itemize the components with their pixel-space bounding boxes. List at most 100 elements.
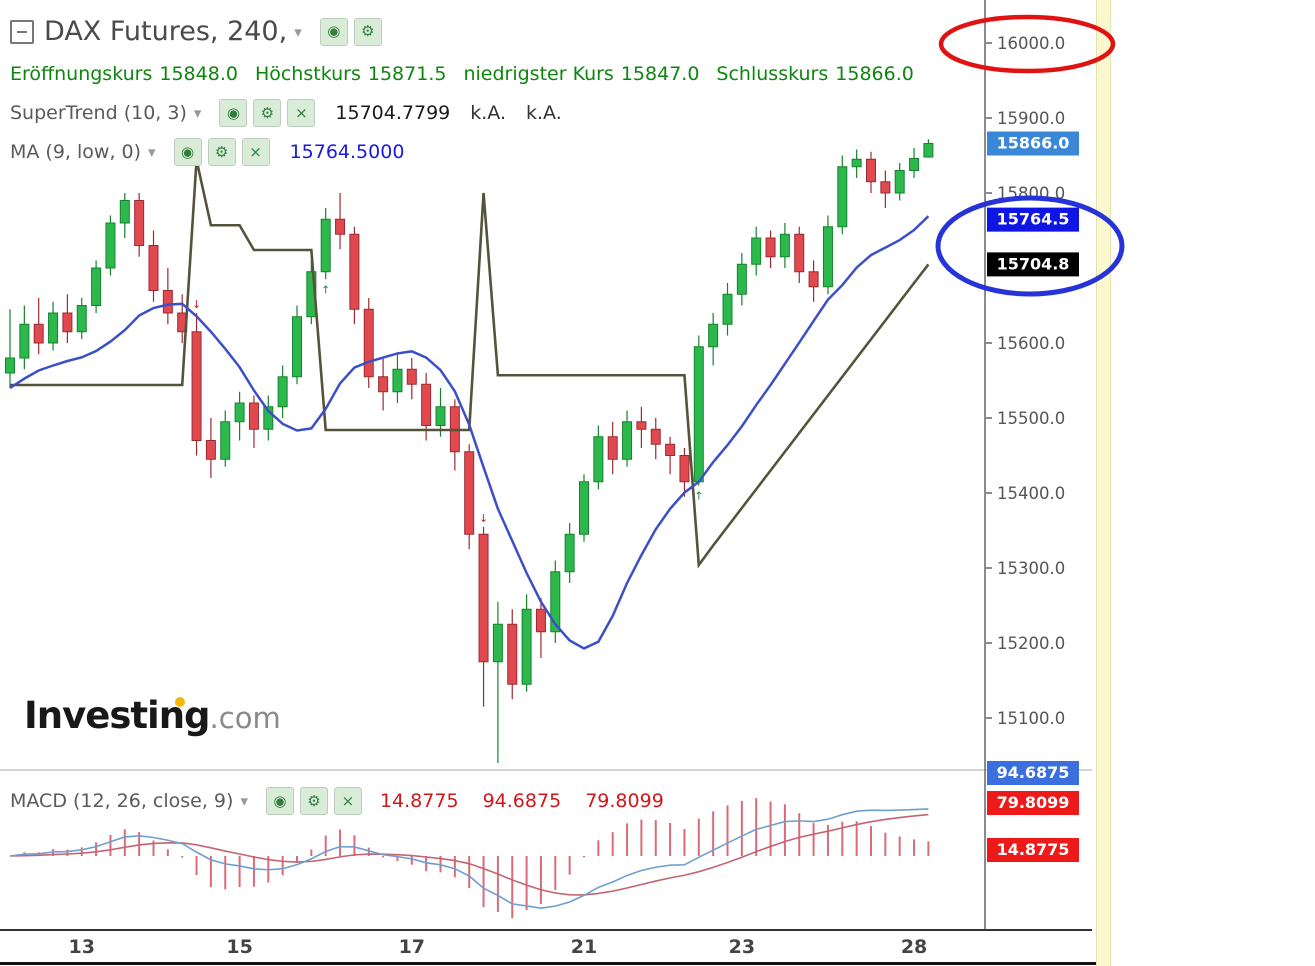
close-label: Schlusskurs (716, 63, 829, 85)
chevron-down-icon[interactable]: ▾ (294, 22, 302, 41)
candle (478, 533, 489, 663)
candle (320, 218, 331, 273)
settings-icon[interactable]: ⚙ (253, 99, 282, 127)
time-axis-label: 13 (69, 936, 95, 958)
candle (492, 623, 503, 663)
candle (134, 200, 145, 246)
candle (535, 608, 546, 633)
candle (622, 421, 633, 460)
macd-name[interactable]: MACD (12, 26, close, 9) (10, 790, 234, 812)
macd-signal-value: 79.8099 (585, 790, 664, 812)
visibility-icon[interactable]: ◉ (219, 99, 248, 127)
candle (119, 200, 130, 224)
candle (550, 571, 561, 633)
candle (894, 170, 905, 194)
macd-badge-text: 14.8775 (997, 840, 1070, 859)
low-label: niedrigster Kurs (463, 63, 614, 85)
ma-name[interactable]: MA (9, low, 0) (10, 141, 142, 163)
time-axis-label: 23 (729, 936, 755, 958)
candle (521, 608, 532, 685)
ma-value: 15764.5000 (289, 141, 405, 163)
ma-line (9, 215, 930, 650)
candle (378, 376, 389, 393)
visibility-icon[interactable]: ◉ (319, 17, 348, 46)
visibility-icon[interactable]: ◉ (173, 138, 202, 166)
candle (650, 428, 661, 445)
settings-icon[interactable]: ⚙ (207, 138, 236, 166)
candle (363, 308, 374, 378)
candle (205, 440, 216, 460)
candle (76, 305, 87, 333)
watermark-tld: .com (209, 701, 281, 735)
ohlc-legend: Eröffnungskurs 15848.0 Höchstkurs 15871.… (10, 63, 931, 85)
candle (464, 451, 475, 535)
candle (693, 346, 704, 483)
candle (708, 323, 719, 348)
candle (349, 233, 360, 310)
visibility-icon[interactable]: ◉ (265, 787, 294, 815)
candle (909, 158, 920, 171)
candle (48, 312, 59, 344)
price-axis-label: 15200.0 (997, 634, 1065, 653)
signal-marker: ↑ (321, 283, 330, 296)
chevron-down-icon[interactable]: ▾ (148, 143, 156, 161)
signal-marker: ↓ (192, 298, 201, 311)
candle (636, 421, 647, 430)
candle (162, 290, 173, 314)
settings-icon[interactable]: ⚙ (353, 17, 382, 46)
candle (435, 406, 446, 426)
ma-legend: MA (9, low, 0) ▾ ◉ ⚙ × 15764.5000 (10, 138, 404, 166)
price-axis-label: 15600.0 (997, 334, 1065, 353)
high-value: 15871.5 (367, 63, 447, 85)
supertrend-line (10, 159, 930, 569)
watermark-dot-icon (175, 697, 185, 707)
high-label: Höchstkurs (254, 63, 361, 85)
chevron-down-icon[interactable]: ▾ (240, 792, 248, 810)
price-axis-label: 15900.0 (997, 109, 1065, 128)
candle (607, 436, 618, 460)
signal-marker: ↓ (479, 512, 488, 525)
candle (822, 226, 833, 288)
chevron-down-icon[interactable]: ▾ (193, 104, 202, 122)
macd-badge (987, 838, 1079, 862)
candle (62, 312, 73, 333)
collapse-icon[interactable] (10, 19, 34, 44)
close-icon[interactable]: × (241, 138, 270, 166)
candle (91, 267, 102, 306)
candle (277, 376, 288, 408)
candle (579, 481, 589, 535)
candle (923, 143, 934, 158)
close-value: 15866.0 (835, 63, 914, 85)
candle (220, 421, 231, 460)
close-icon[interactable]: × (333, 787, 362, 815)
settings-icon[interactable]: ⚙ (299, 787, 328, 815)
price-axis-label: 16000.0 (997, 34, 1065, 53)
low-value: 15847.0 (620, 63, 700, 85)
candle (5, 357, 15, 374)
symbol-title[interactable]: DAX Futures, 240, (44, 16, 288, 47)
candle (33, 323, 44, 344)
supertrend-name[interactable]: SuperTrend (10, 3) (10, 102, 187, 124)
signal-marker: ↑ (694, 490, 703, 503)
candle (779, 233, 790, 258)
candle (148, 245, 159, 291)
candle (736, 263, 747, 295)
macd-line (9, 808, 929, 909)
minus-glyph (17, 30, 27, 33)
supertrend-value: 15704.7799 (335, 102, 451, 124)
close-icon[interactable]: × (287, 99, 316, 127)
candle (880, 181, 891, 194)
price-axis-label: 15400.0 (997, 484, 1065, 503)
macd-values: 14.8775 94.6875 79.8099 (362, 790, 664, 812)
macd-badge-text: 79.8099 (997, 793, 1070, 812)
candle (392, 368, 403, 393)
price-badge-text: 15704.8 (997, 254, 1070, 273)
candle (593, 436, 604, 483)
candle (191, 331, 202, 441)
candle (105, 222, 116, 269)
candle (335, 218, 346, 235)
candle (263, 406, 274, 430)
page-scrollbar-strip[interactable] (1096, 0, 1111, 966)
candle (564, 533, 575, 573)
